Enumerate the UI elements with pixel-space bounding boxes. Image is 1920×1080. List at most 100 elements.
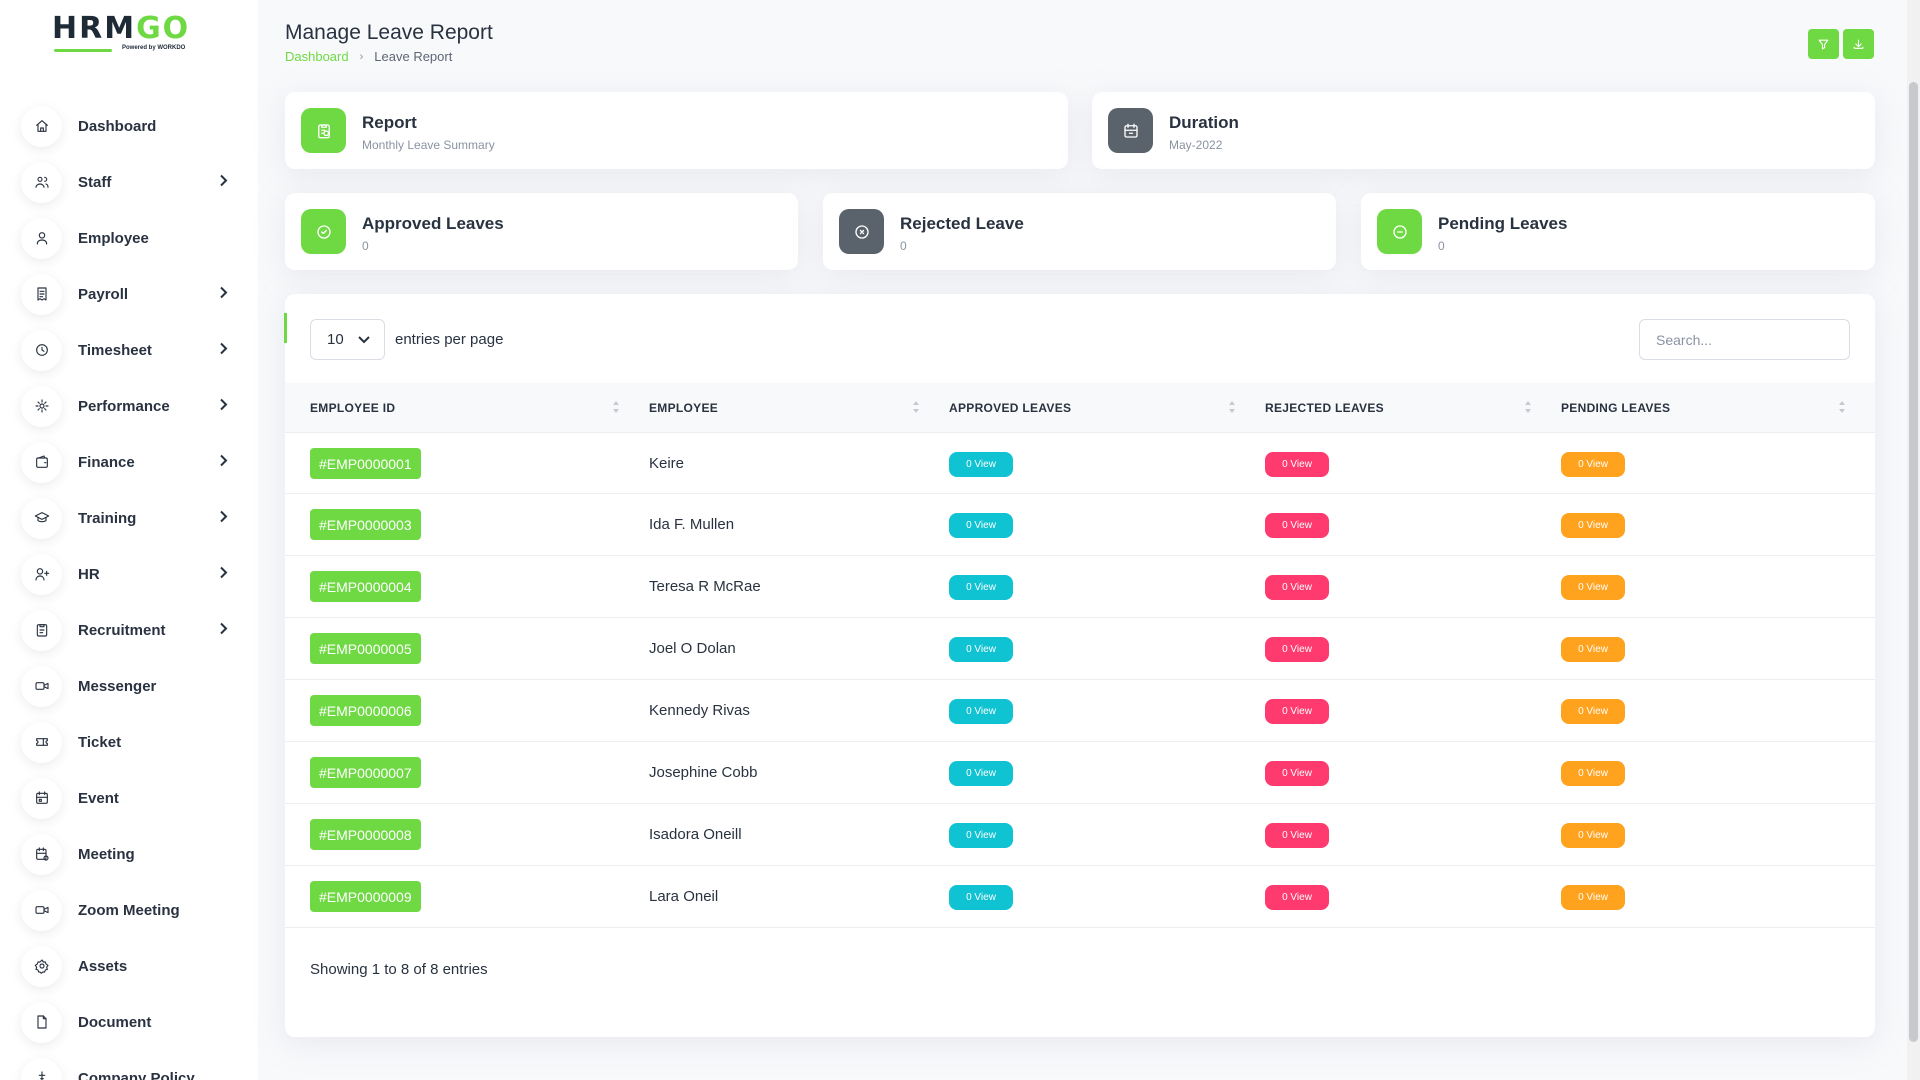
- table-row: #EMP0000008 Isadora Oneill 0 View 0 View 0 V…: [285, 804, 1875, 866]
- download-button[interactable]: [1843, 29, 1874, 59]
- x-circle-icon: [839, 209, 884, 254]
- download-icon: [1853, 39, 1864, 49]
- approved-leaves-value: 0: [362, 239, 369, 253]
- sidebar-item-timesheet[interactable]: Timesheet: [18, 322, 248, 378]
- column-approved-leaves[interactable]: APPROVED LEAVES: [949, 400, 1072, 415]
- approved-leaves-view-button[interactable]: 0 View: [949, 761, 1013, 786]
- approved-leaves-view-button[interactable]: 0 View: [949, 637, 1013, 662]
- pending-leaves-view-button[interactable]: 0 View: [1561, 513, 1625, 538]
- pending-leaves-view-button[interactable]: 0 View: [1561, 761, 1625, 786]
- sidebar-item-label: Timesheet: [78, 341, 152, 359]
- pending-leaves-view-button[interactable]: 0 View: [1561, 699, 1625, 724]
- table-row: #EMP0000003 Ida F. Mullen 0 View 0 View 0 Vi…: [285, 494, 1875, 556]
- sidebar-item-recruitment[interactable]: Recruitment: [18, 602, 248, 658]
- approved-leaves-view-button[interactable]: 0 View: [949, 575, 1013, 600]
- rejected-leaves-view-button[interactable]: 0 View: [1265, 699, 1329, 724]
- sidebar-item-label: Event: [78, 789, 119, 807]
- sidebar-item-hr[interactable]: HR: [18, 546, 248, 602]
- column-pending-leaves[interactable]: PENDING LEAVES: [1561, 400, 1671, 415]
- approved-leaves-view-button[interactable]: 0 View: [949, 452, 1013, 477]
- chevron-right-icon: [218, 174, 228, 190]
- approved-leaves-view-button[interactable]: 0 View: [949, 513, 1013, 538]
- table-body: #EMP0000001 Keire 0 View 0 View 0 View #EMP00…: [285, 432, 1875, 928]
- chevron-right-icon: [218, 342, 228, 358]
- calendar-event-icon: [21, 777, 62, 819]
- rejected-leaves-view-button[interactable]: 0 View: [1265, 761, 1329, 786]
- pending-leaves-value: 0: [1438, 239, 1445, 253]
- employee-id-badge[interactable]: #EMP0000006: [310, 695, 421, 726]
- sidebar-item-finance[interactable]: Finance: [18, 434, 248, 490]
- pending-leaves-card: Pending Leaves 0: [1361, 193, 1875, 270]
- sidebar-item-staff[interactable]: Staff: [18, 154, 248, 210]
- chevron-right-icon: ›: [359, 50, 364, 63]
- sidebar-item-ticket[interactable]: Ticket: [18, 714, 248, 770]
- sidebar-item-zoom-meeting[interactable]: Zoom Meeting: [18, 882, 248, 938]
- sidebar-item-employee[interactable]: Employee: [18, 210, 248, 266]
- sidebar-item-label: Finance: [78, 453, 135, 471]
- rejected-leave-card: Rejected Leave 0: [823, 193, 1336, 270]
- sidebar-item-assets[interactable]: Assets: [18, 938, 248, 994]
- sort-icon[interactable]: [612, 400, 620, 414]
- sidebar-item-training[interactable]: Training: [18, 490, 248, 546]
- sidebar-item-messenger[interactable]: Messenger: [18, 658, 248, 714]
- rejected-leaves-view-button[interactable]: 0 View: [1265, 575, 1329, 600]
- employee-id-badge[interactable]: #EMP0000009: [310, 881, 421, 912]
- sidebar-item-label: Performance: [78, 397, 170, 415]
- gear-icon: [21, 945, 62, 987]
- employee-id-badge[interactable]: #EMP0000004: [310, 571, 421, 602]
- employee-id-badge[interactable]: #EMP0000001: [310, 448, 421, 479]
- rejected-leaves-view-button[interactable]: 0 View: [1265, 513, 1329, 538]
- rejected-leaves-view-button[interactable]: 0 View: [1265, 637, 1329, 662]
- entries-per-page-select[interactable]: 10: [310, 319, 385, 360]
- duration-title: Duration: [1169, 113, 1239, 132]
- sort-icon[interactable]: [1838, 400, 1846, 414]
- brand-logo[interactable]: HRMGO Powered by WORKDO: [52, 11, 191, 52]
- breadcrumb-home-link[interactable]: Dashboard: [285, 49, 349, 64]
- sidebar-item-event[interactable]: Event: [18, 770, 248, 826]
- column-rejected-leaves[interactable]: REJECTED LEAVES: [1265, 400, 1384, 415]
- pending-leaves-view-button[interactable]: 0 View: [1561, 885, 1625, 910]
- sort-icon[interactable]: [912, 400, 920, 414]
- employee-name: Isadora Oneill: [649, 826, 742, 843]
- video-icon: [21, 665, 62, 707]
- rejected-leaves-view-button[interactable]: 0 View: [1265, 452, 1329, 477]
- pending-leaves-view-button[interactable]: 0 View: [1561, 823, 1625, 848]
- sidebar-item-document[interactable]: Document: [18, 994, 248, 1050]
- rejected-leaves-view-button[interactable]: 0 View: [1265, 823, 1329, 848]
- employee-id-badge[interactable]: #EMP0000008: [310, 819, 421, 850]
- filter-button[interactable]: [1808, 29, 1839, 59]
- sort-icon[interactable]: [1228, 400, 1236, 414]
- sort-icon[interactable]: [1524, 400, 1532, 414]
- pending-leaves-view-button[interactable]: 0 View: [1561, 452, 1625, 477]
- scrollbar-thumb[interactable]: [1909, 82, 1918, 1042]
- chevron-right-icon: [218, 398, 228, 414]
- column-employee-id[interactable]: EMPLOYEE ID: [310, 400, 396, 415]
- sidebar-item-label: Document: [78, 1013, 152, 1031]
- chevron-down-icon: [358, 336, 370, 344]
- column-employee[interactable]: EMPLOYEE: [649, 400, 719, 415]
- employee-name: Teresa R McRae: [649, 578, 761, 595]
- sidebar-item-company-policy[interactable]: Company Policy: [18, 1050, 248, 1080]
- receipt-icon: [21, 273, 62, 315]
- page-scrollbar[interactable]: [1907, 0, 1920, 1080]
- report-title: Report: [362, 113, 417, 132]
- approved-leaves-view-button[interactable]: 0 View: [949, 823, 1013, 848]
- rejected-leaves-view-button[interactable]: 0 View: [1265, 885, 1329, 910]
- sidebar-item-payroll[interactable]: Payroll: [18, 266, 248, 322]
- employee-id-badge[interactable]: #EMP0000003: [310, 509, 421, 540]
- employee-id-badge[interactable]: #EMP0000007: [310, 757, 421, 788]
- report-value: Monthly Leave Summary: [362, 138, 495, 152]
- pending-leaves-view-button[interactable]: 0 View: [1561, 575, 1625, 600]
- pending-leaves-view-button[interactable]: 0 View: [1561, 637, 1625, 662]
- video-icon: [21, 889, 62, 931]
- approved-leaves-view-button[interactable]: 0 View: [949, 885, 1013, 910]
- approved-leaves-view-button[interactable]: 0 View: [949, 699, 1013, 724]
- employee-id-badge[interactable]: #EMP0000005: [310, 633, 421, 664]
- sidebar-item-performance[interactable]: Performance: [18, 378, 248, 434]
- employee-name: Keire: [649, 455, 685, 472]
- sidebar-item-meeting[interactable]: Meeting: [18, 826, 248, 882]
- search-input[interactable]: [1639, 319, 1850, 360]
- minus-circle-icon: [1377, 209, 1422, 254]
- sidebar-item-label: Meeting: [78, 845, 135, 863]
- sidebar-item-dashboard[interactable]: Dashboard: [18, 98, 248, 154]
